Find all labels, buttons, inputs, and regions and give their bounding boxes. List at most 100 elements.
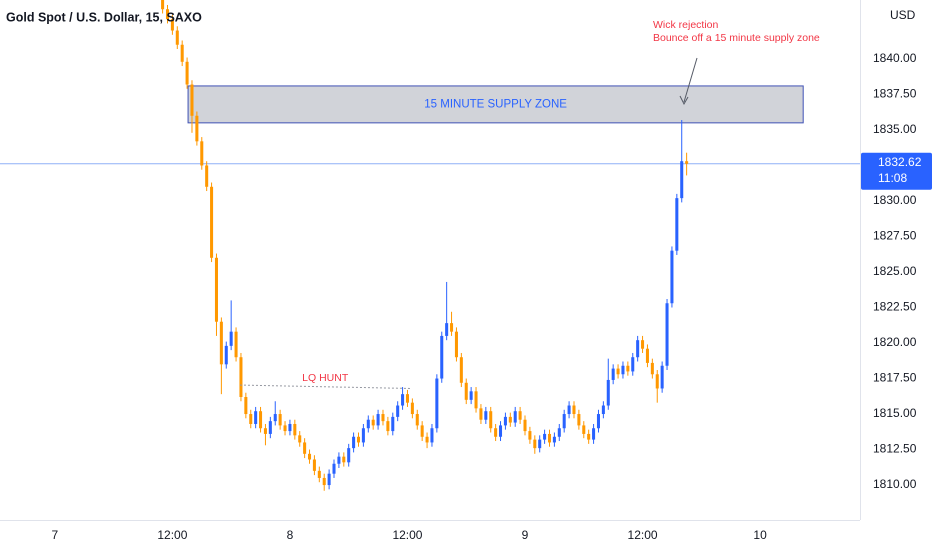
candle-body (528, 431, 532, 440)
candle-body (479, 408, 483, 420)
candle-body (293, 423, 297, 436)
candles-layer (161, 0, 689, 491)
last-price-label: 1832.62 (878, 155, 922, 169)
candle-body (641, 340, 645, 349)
candle-body (303, 442, 307, 454)
candle-body (665, 303, 669, 366)
candle-body (410, 402, 414, 415)
candle-body (508, 416, 512, 423)
y-tick-label: 1827.50 (873, 229, 917, 243)
candle-body (288, 423, 292, 432)
y-tick-label: 1837.50 (873, 87, 917, 101)
candle-body (611, 368, 615, 380)
candle-body (552, 436, 556, 443)
candle-body (322, 477, 326, 486)
candle-body (680, 161, 684, 199)
candle-body (342, 456, 346, 463)
annotation-arrow (683, 57, 698, 103)
supply-zone (187, 85, 804, 124)
x-tick-label: 12:00 (157, 528, 187, 542)
candle-body (268, 421, 272, 434)
lq-hunt-line (239, 384, 411, 389)
candle-body (670, 250, 674, 304)
candle-body (405, 394, 409, 403)
candle-body (200, 141, 204, 166)
candle-body (655, 374, 659, 389)
candle-body (601, 405, 605, 415)
candle-body (567, 405, 571, 415)
candle-body (190, 84, 194, 116)
candle-body (494, 428, 498, 437)
candle-body (165, 9, 170, 20)
candle-body (415, 414, 419, 426)
candle-body (347, 448, 351, 463)
candle-body (430, 428, 434, 443)
annotation-line: Bounce off a 15 minute supply zone (653, 32, 820, 44)
candle-body (371, 419, 375, 426)
candle-body (660, 365, 664, 389)
candle-body (557, 428, 561, 437)
annotation-line: Wick rejection (653, 19, 719, 31)
candle-body (489, 411, 493, 429)
candle-body (587, 433, 591, 440)
candle-body (195, 115, 199, 142)
candle-body (249, 414, 253, 424)
candle-body (205, 165, 209, 187)
candle-body (538, 439, 542, 449)
candle-body (361, 428, 365, 443)
candle-body (278, 414, 282, 426)
overlay-layer: 15 MINUTE SUPPLY ZONE LQ HUNT (239, 98, 567, 389)
x-tick-label: 12:00 (392, 528, 422, 542)
currency-label: USD (890, 8, 916, 22)
candle-body (337, 456, 341, 464)
candle-body (596, 414, 600, 429)
y-tick-label: 1810.00 (873, 477, 917, 491)
x-tick-label: 8 (287, 528, 294, 542)
candle-body (592, 428, 596, 440)
y-tick-label: 1815.00 (873, 406, 917, 420)
y-tick-label: 1835.00 (873, 122, 917, 136)
candle-body (547, 433, 552, 443)
candle-body (332, 463, 336, 474)
candle-body (631, 357, 635, 372)
candle-body (450, 323, 454, 332)
candle-body (386, 421, 390, 432)
y-tick-label: 1812.50 (873, 442, 917, 456)
candle-body (650, 362, 654, 375)
lq-hunt-label: LQ HUNT (302, 372, 349, 384)
candle-body (562, 414, 566, 429)
candle-body (356, 436, 361, 443)
candle-body (327, 473, 331, 486)
candle-body (503, 416, 507, 426)
candle-body (214, 257, 218, 322)
candle-body (254, 411, 258, 424)
candle-body (376, 414, 380, 426)
candle-body (401, 394, 405, 406)
candle-body (420, 425, 424, 437)
candle-body (572, 405, 576, 415)
candle-body (312, 459, 316, 471)
candle-body (381, 414, 385, 422)
candle-body (175, 30, 179, 45)
candle-body (464, 382, 468, 400)
candle-body (219, 321, 223, 365)
candle-body (366, 419, 370, 429)
candle-body (645, 348, 649, 363)
candle-body (543, 433, 547, 440)
candle-body (352, 436, 356, 449)
x-tick-label: 10 (753, 528, 767, 542)
candle-body (396, 405, 400, 417)
candle-body (454, 331, 458, 358)
candle-body (244, 396, 248, 415)
candle-body (621, 365, 625, 375)
annotation-arrowhead (679, 95, 689, 106)
y-tick-label: 1825.00 (873, 264, 917, 278)
candle-body (273, 414, 277, 422)
candle-body (675, 198, 679, 251)
x-tick-label: 12:00 (628, 528, 658, 542)
candle-body (533, 439, 537, 449)
y-tick-label: 1820.00 (873, 335, 917, 349)
last-price-badge (861, 152, 932, 190)
